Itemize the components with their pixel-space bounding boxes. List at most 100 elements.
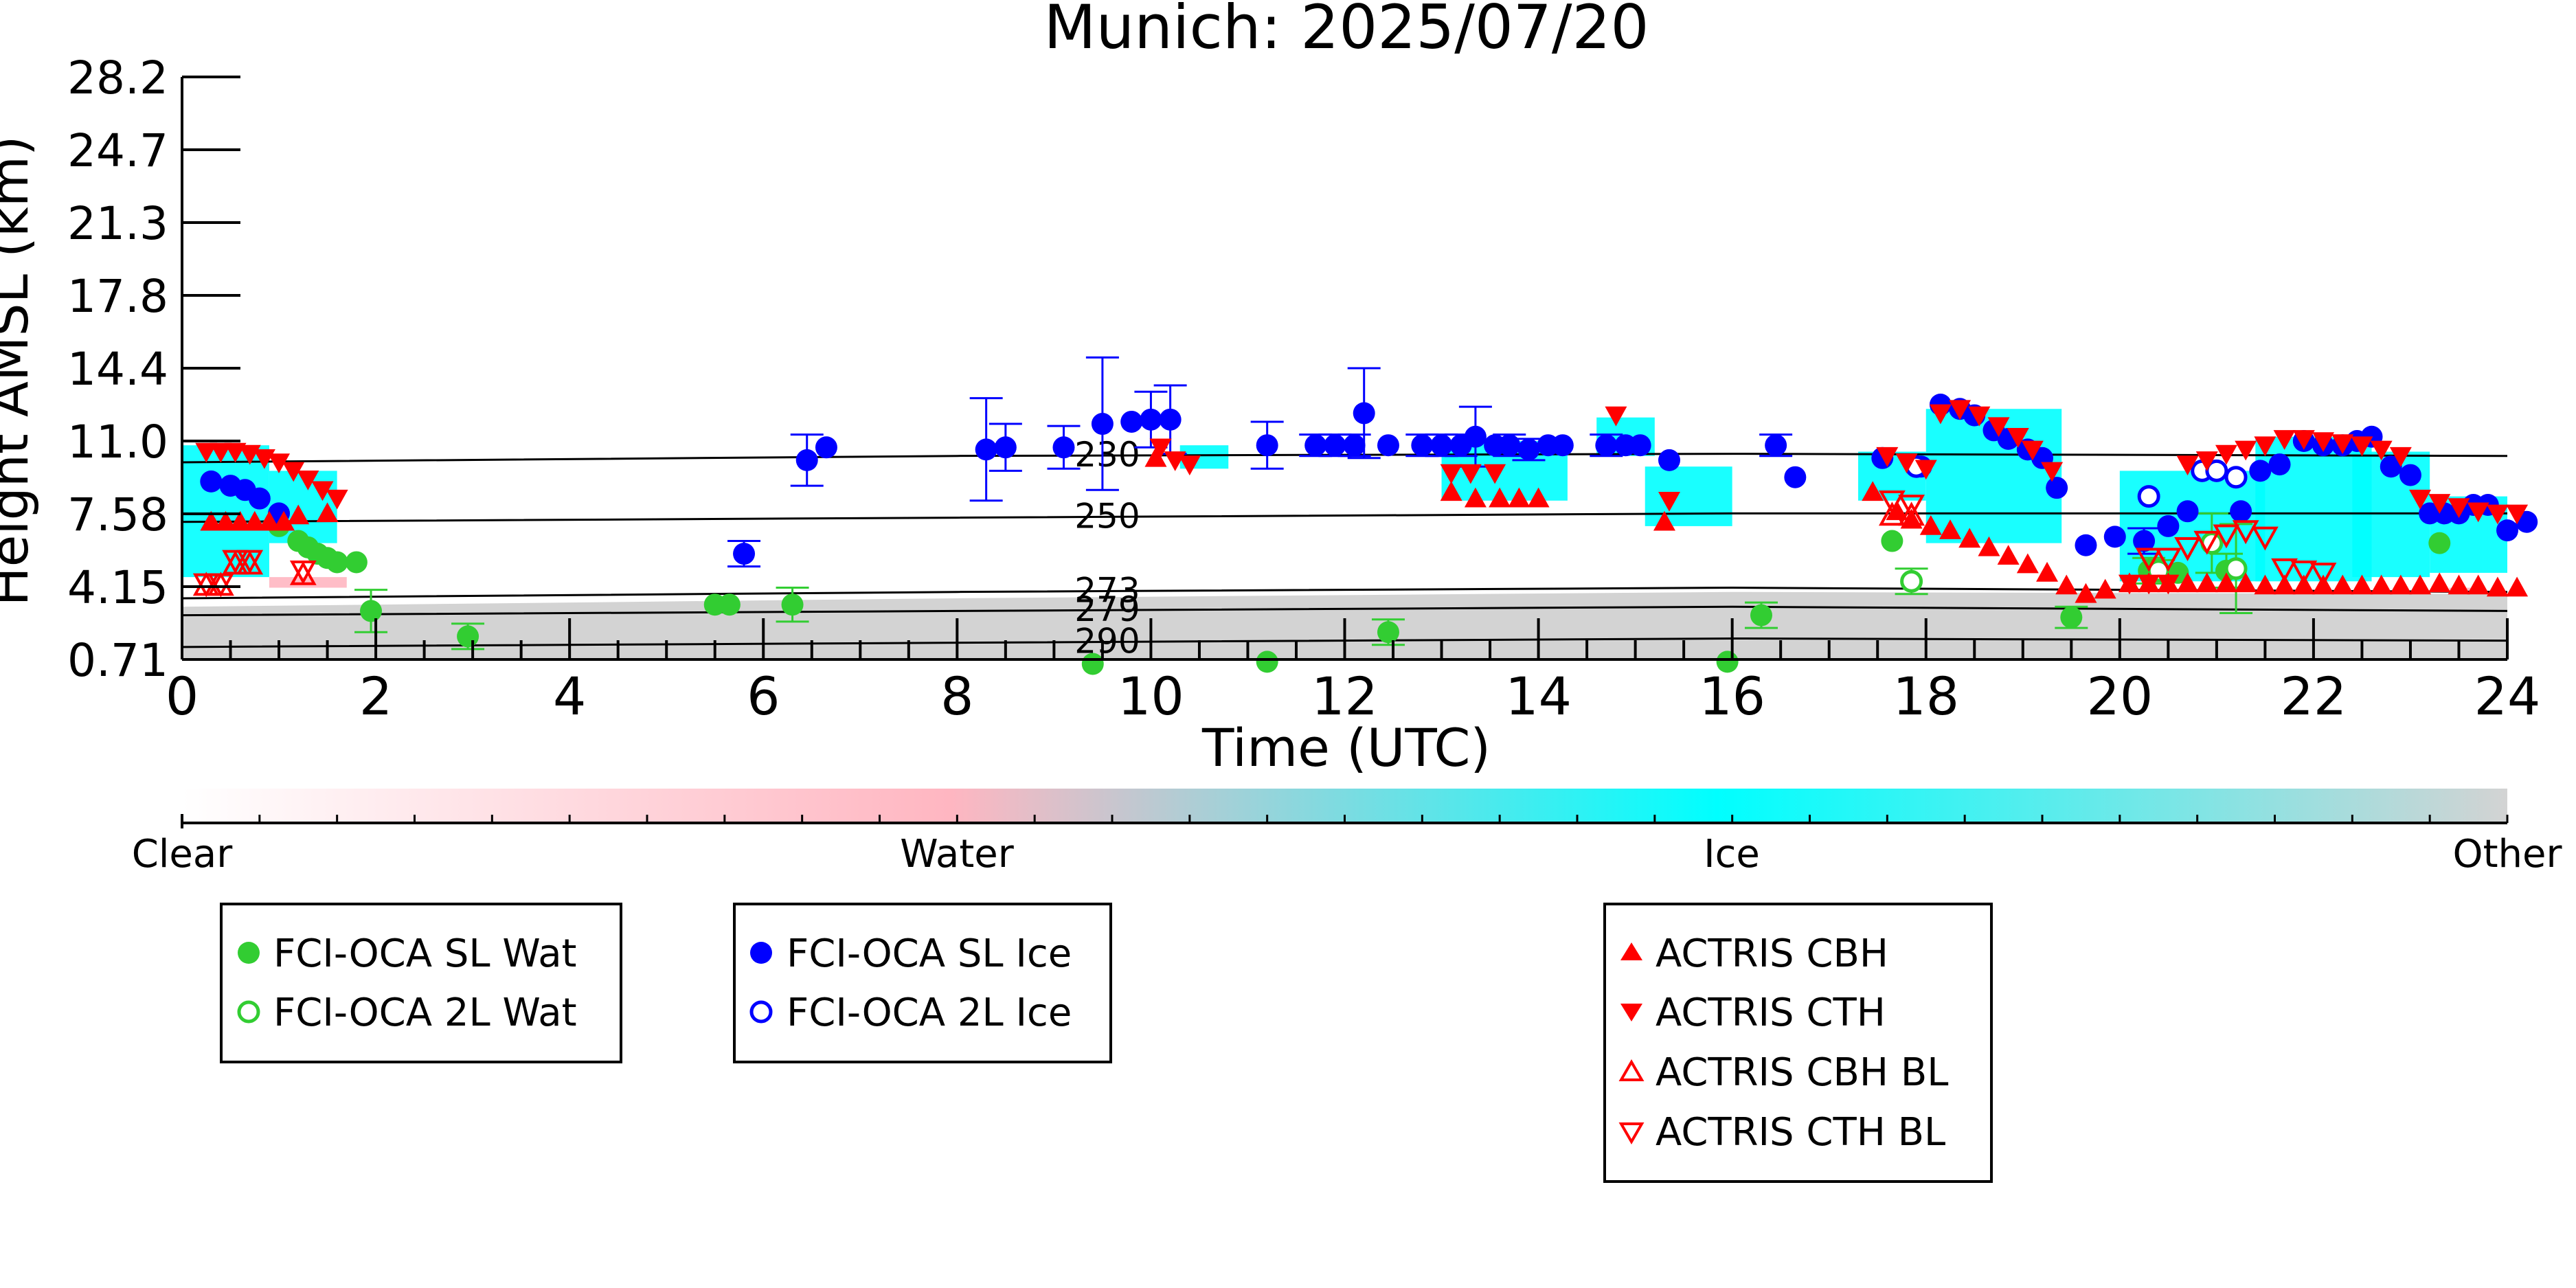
isotherm-250 <box>181 512 2507 523</box>
point-actris-cth <box>1929 404 1952 425</box>
point-fci-oca-sl-ice <box>1304 434 1327 457</box>
point-fci-oca-sl-ice <box>1464 425 1487 448</box>
point-actris-cth <box>1914 460 1937 480</box>
point-fci-oca-sl-ice <box>1784 466 1807 488</box>
x-tick-label: 12 <box>1311 666 1378 727</box>
legend-marker-cth-bl <box>1618 1122 1645 1145</box>
x-tick-label: 20 <box>2086 666 2153 727</box>
y-tick-label: 17.8 <box>67 270 168 323</box>
point-actris-cbh <box>316 502 339 523</box>
x-tick-label: 16 <box>1699 666 1765 727</box>
point-actris-cth-bl <box>2154 547 2182 572</box>
point-fci-oca-sl-ice <box>1765 434 1787 457</box>
point-actris-cbh <box>2370 574 2393 595</box>
isotherm-label-279: 279 <box>1074 589 1140 629</box>
colorbar-label-other: Other <box>2452 832 2562 877</box>
point-actris-cth <box>1459 464 1482 484</box>
y-tick-label: 21.3 <box>67 197 168 250</box>
x-tick-label: 24 <box>2474 666 2541 727</box>
point-actris-cth <box>1178 455 1201 476</box>
point-actris-cbh <box>2055 574 2078 595</box>
point-actris-cth <box>2138 574 2160 595</box>
point-fci-oca-sl-ice <box>2399 464 2421 486</box>
point-fci-oca-sl-ice <box>200 470 223 493</box>
point-actris-cth-bl <box>2271 558 2298 583</box>
y-tick-label: 7.58 <box>67 488 168 541</box>
point-actris-cbh <box>1440 481 1462 501</box>
point-actris-cbh <box>2409 574 2432 595</box>
x-tick-label: 8 <box>940 666 973 727</box>
point-fci-oca-sl-wat <box>457 625 479 648</box>
legend-marker-2l-ice <box>749 1000 773 1024</box>
point-actris-cth <box>2389 447 2412 467</box>
point-actris-cth <box>2021 440 2044 461</box>
point-fci-oca-sl-ice <box>2157 515 2180 537</box>
point-actris-cth <box>2370 440 2393 461</box>
chart-title: Munich: 2025/07/20 <box>1044 0 1649 63</box>
point-actris-cbh-bl <box>1878 501 1906 526</box>
point-fci-oca-sl-ice <box>1658 449 1680 471</box>
point-actris-cth <box>326 489 348 510</box>
point-actris-cbh <box>1886 500 1908 521</box>
point-actris-cbh <box>273 510 295 531</box>
point-actris-cbh <box>1978 536 2000 556</box>
point-fci-oca-sl-ice <box>1551 434 1574 457</box>
isotherm-230 <box>181 453 2508 464</box>
point-actris-cbh <box>1939 519 1962 539</box>
point-actris-cbh <box>243 510 266 531</box>
point-actris-cth <box>2235 440 2257 461</box>
point-actris-cbh <box>2215 572 2237 593</box>
point-actris-cth <box>2157 574 2180 595</box>
point-actris-cbh <box>2389 574 2412 595</box>
point-fci-oca-sl-ice <box>248 487 271 510</box>
legend-marker-sl-wat <box>238 942 260 964</box>
point-actris-cth-bl <box>2213 524 2240 549</box>
point-fci-oca-sl-ice <box>2133 530 2156 552</box>
point-actris-cth <box>2486 504 2509 525</box>
point-actris-cth-bl <box>207 573 234 598</box>
point-actris-cbh <box>1144 447 1167 467</box>
point-actris-cbh <box>2235 572 2257 593</box>
point-actris-cth-bl <box>236 550 264 574</box>
point-actris-cth <box>2467 502 2489 523</box>
y-ticks: 0.71 4.15 7.58 11.0 14.4 17.8 21.3 24.7 28.2 <box>67 52 240 687</box>
point-fci-oca-sl-wat <box>326 551 348 574</box>
x-tick-label: 22 <box>2281 666 2347 727</box>
point-fci-oca-sl-ice <box>2075 534 2097 556</box>
point-actris-cbh <box>2331 574 2354 595</box>
point-actris-cth <box>1987 417 2010 438</box>
point-actris-cbh <box>2351 574 2373 595</box>
point-actris-cth <box>1149 438 1172 459</box>
point-actris-cth <box>2273 430 2296 450</box>
colorbar-ticks <box>181 815 2509 823</box>
point-fci-oca-sl-wat <box>345 551 368 574</box>
y-axis-label: Height AMSL (km) <box>0 135 40 606</box>
x-ticks: 0 2 4 6 8 10 12 14 16 18 20 22 24 <box>166 618 2541 727</box>
point-actris-cth <box>2195 451 2218 471</box>
point-actris-cbh <box>2075 583 2097 603</box>
point-fci-oca-2l-wat <box>2224 557 2248 580</box>
point-actris-cbh <box>1919 515 1942 535</box>
point-actris-cbh <box>229 510 251 531</box>
point-actris-cth <box>2351 436 2373 457</box>
point-fci-oca-sl-ice <box>1629 434 1651 457</box>
legend-label-cbh: ACTRIS CBH <box>1656 931 1888 976</box>
x-tick-label: 10 <box>1118 666 1184 727</box>
x-tick-label: 4 <box>553 666 586 727</box>
point-actris-cth <box>268 453 291 473</box>
x-tick-label: 6 <box>747 666 780 727</box>
point-actris-cbh <box>1862 481 1884 501</box>
point-fci-oca-2l-ice <box>2137 485 2160 508</box>
data-markers <box>192 394 2538 675</box>
point-actris-cbh <box>2467 574 2489 595</box>
point-actris-cbh <box>2094 578 2116 599</box>
legend-label-cth: ACTRIS CTH <box>1656 991 1886 1035</box>
point-actris-cth <box>1876 447 1899 467</box>
point-actris-cth <box>2007 427 2029 448</box>
point-actris-cbh <box>2506 576 2529 597</box>
legend-label-sl-wat: FCI-OCA SL Wat <box>273 931 577 976</box>
point-actris-cth <box>2215 444 2237 465</box>
point-actris-cth <box>2118 574 2140 595</box>
point-fci-oca-sl-ice <box>1498 434 1521 457</box>
point-actris-cbh <box>1958 528 1981 548</box>
